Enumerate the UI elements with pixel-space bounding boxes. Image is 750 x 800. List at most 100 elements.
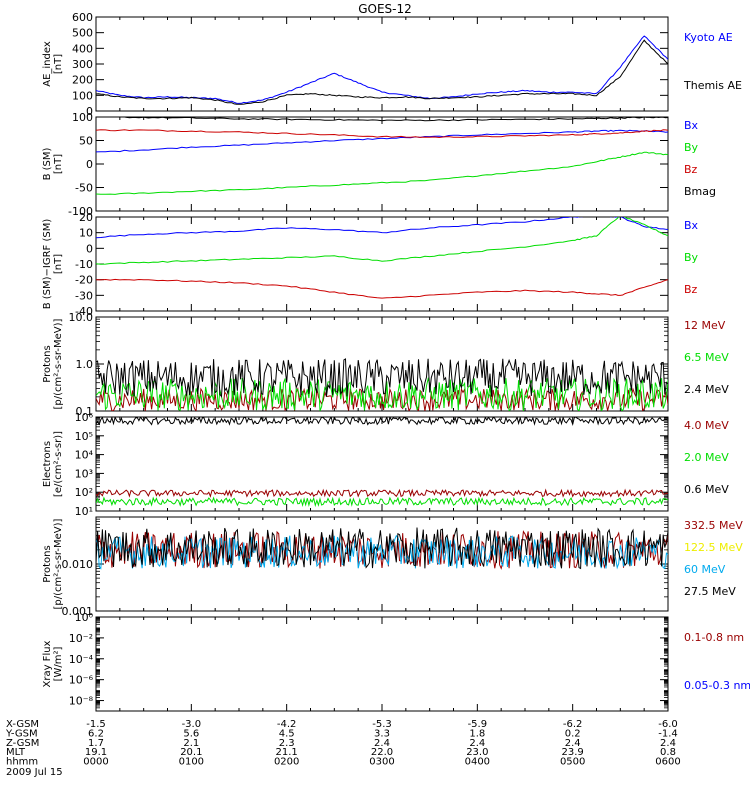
legend-entry: 60 MeV — [684, 563, 726, 576]
legend-entry: 2.0 MeV — [684, 451, 729, 464]
legend-entry: Kyoto AE — [684, 31, 733, 44]
x-row-value: 21.1 — [276, 747, 298, 758]
series-line-bmag — [96, 117, 668, 122]
x-row-value: 2.4 — [565, 738, 581, 749]
series-line-bx — [96, 129, 668, 153]
x-row-value: 20.1 — [180, 747, 202, 758]
y-tick-label: 10 — [79, 227, 93, 240]
x-row-value: -5.3 — [372, 719, 392, 730]
x-row-value: 1.7 — [88, 738, 104, 749]
y-tick-label: 400 — [72, 42, 93, 55]
figure-title: GOES-12 — [358, 2, 412, 16]
series-line-6-5-mev — [96, 376, 668, 411]
legend-entry: 4.0 MeV — [684, 419, 729, 432]
x-row-name: X-GSM — [6, 719, 39, 730]
y-tick-label: 10⁴ — [75, 449, 94, 462]
y-tick-label: 10⁻⁴ — [69, 653, 94, 666]
panel-bigrf: -40 -30 -20 -10 0 10 20 B (SM)−IGRF (SM) [nT] Bx B… — [42, 211, 699, 318]
y-tick-label: -10 — [75, 258, 93, 271]
x-row-name: MLT — [6, 747, 26, 758]
y-tick-label: 600 — [72, 11, 93, 24]
x-row-value: 3.3 — [374, 728, 390, 739]
series-line-themis-ae — [96, 39, 668, 105]
y-tick-label: 10⁰ — [75, 611, 94, 624]
y-tick-label: 0.010 — [62, 558, 94, 571]
x-row-value: 4.5 — [279, 728, 295, 739]
series-line-2-4-mev — [96, 358, 668, 398]
x-row-value: 6.2 — [88, 728, 104, 739]
panel-protonsA: 0.1 1.0 10.0 Protons [p/(cm²-s-sr-MeV)] 12 Me… — [42, 311, 729, 418]
y-axis-label: [nT] — [53, 54, 64, 74]
series-line-by — [96, 151, 668, 195]
legend-entry: 2.4 MeV — [684, 383, 729, 396]
y-tick-label: 500 — [72, 27, 93, 40]
x-row-value: 0500 — [560, 757, 585, 768]
y-axis-label: AE_index — [42, 41, 53, 87]
x-row-value: 0100 — [179, 757, 204, 768]
x-row-value: 2.4 — [469, 738, 485, 749]
x-row-name: Z-GSM — [6, 738, 39, 749]
x-row-value: 22.0 — [371, 747, 393, 758]
y-tick-label: 1.0 — [76, 358, 94, 371]
y-tick-label: 100 — [72, 111, 93, 124]
y-axis-label: [p/(cm²-s-sr-MeV)] — [53, 318, 64, 409]
y-tick-label: 10² — [75, 486, 93, 499]
x-row-value: -1.4 — [658, 728, 678, 739]
y-tick-label: 300 — [72, 58, 93, 71]
y-axis-label: Xray Flux — [42, 640, 53, 687]
series-line-60-mev — [96, 534, 668, 570]
y-tick-label: 10⁵ — [75, 430, 93, 443]
x-row-value: -4.2 — [277, 719, 297, 730]
series-line-by — [96, 217, 668, 265]
x-row-value: 23.9 — [562, 747, 584, 758]
y-tick-label: 0.001 — [62, 605, 94, 618]
panel-ae: 0 100 200 300 400 500 600 AE_index [nT] Kyoto AE T… — [42, 11, 742, 118]
series-line-2-0-mev — [96, 496, 668, 508]
series-line-bz — [96, 129, 668, 139]
panel-frame — [95, 216, 669, 312]
y-tick-label: 0.1 — [76, 405, 94, 418]
x-row-value: -6.0 — [658, 719, 678, 730]
y-axis-label: [W/m²] — [53, 646, 64, 681]
y-tick-label: 20 — [79, 211, 93, 224]
legend-entry: Themis AE — [683, 79, 742, 92]
x-row-value: 0000 — [83, 757, 108, 768]
y-axis-label: [nT] — [53, 154, 64, 174]
y-tick-label: 200 — [72, 74, 93, 87]
series-line-4-0-mev — [96, 488, 668, 498]
x-row-value: 1.8 — [469, 728, 485, 739]
series-line-332-5-mev — [96, 530, 668, 570]
data-group — [96, 417, 668, 508]
x-row-value: 2.4 — [374, 738, 390, 749]
y-tick-label: 50 — [79, 135, 93, 148]
y-tick-label: 0 — [86, 158, 93, 171]
series-line-kyoto-ae — [96, 35, 668, 104]
x-row-value: -5.9 — [468, 719, 488, 730]
x-row-value: 23.0 — [466, 747, 488, 758]
legend-entry: 6.5 MeV — [684, 351, 729, 364]
data-group — [96, 35, 668, 105]
series-line-0-6-mev — [96, 417, 668, 427]
x-row-value: -6.2 — [563, 719, 583, 730]
x-row-name: Y-GSM — [5, 728, 38, 739]
y-axis-label: B (SM)−IGRF (SM) — [42, 219, 53, 310]
legend-entry: 12 MeV — [684, 319, 726, 332]
x-row-value: 2.1 — [183, 738, 199, 749]
legend-entry: Bx — [684, 119, 699, 132]
legend-entry: 122.5 MeV — [684, 541, 743, 554]
y-axis-label: Electrons — [42, 441, 53, 487]
x-row-name: hhmm — [6, 757, 38, 768]
x-row-value: 0.8 — [660, 747, 676, 758]
legend-entry: 332.5 MeV — [684, 519, 743, 532]
x-row-value: -1.5 — [86, 719, 106, 730]
series-line-bx — [96, 217, 668, 239]
x-row-value: 2.4 — [660, 738, 676, 749]
legend-entry: Bz — [684, 163, 698, 176]
series-line-bz — [96, 278, 668, 299]
y-tick-label: 10.0 — [69, 311, 94, 324]
panel-electrons: 10¹ 10² 10³ 10⁴ 10⁵ 10⁶ Electrons [e/(cm²-s-sr)… — [42, 411, 729, 518]
data-group — [96, 217, 668, 299]
legend-entry: Bmag — [684, 185, 716, 198]
